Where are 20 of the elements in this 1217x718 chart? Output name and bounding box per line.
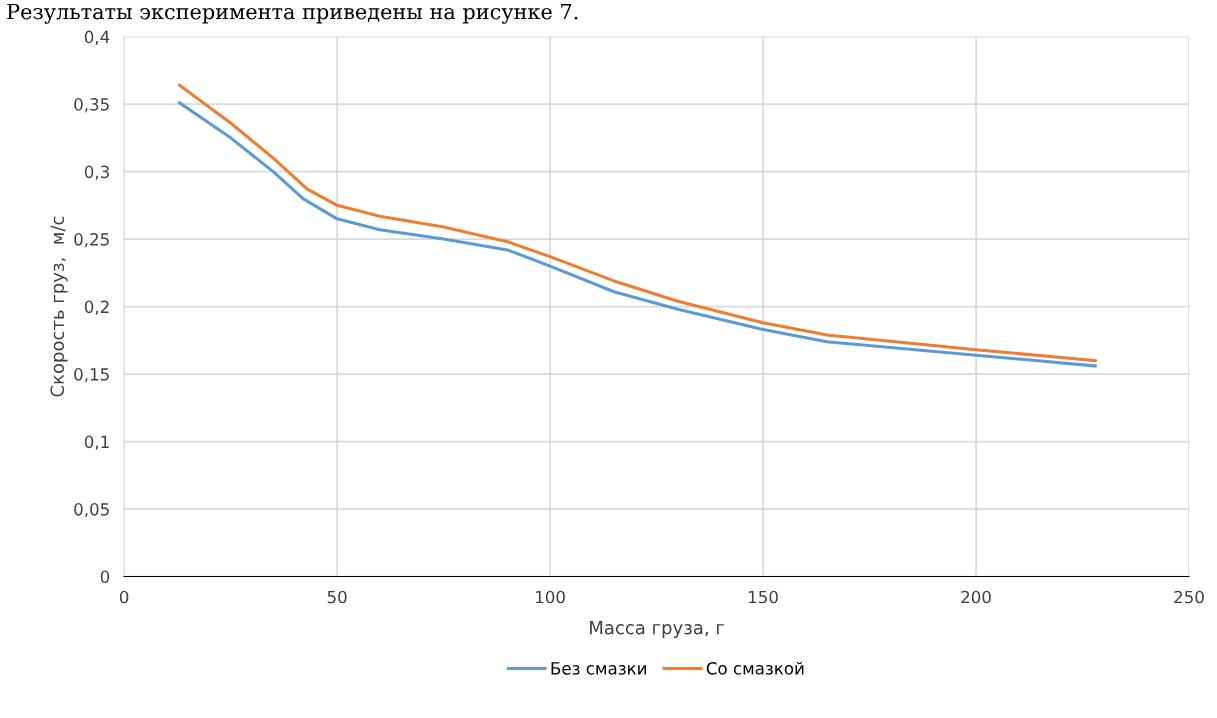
x-tick-label: 200 bbox=[961, 590, 991, 604]
y-tick-label: 0,05 bbox=[74, 503, 109, 518]
x-tick-label: 50 bbox=[327, 590, 347, 604]
x-tick-label: 0 bbox=[119, 590, 129, 604]
y-tick-label: 0,3 bbox=[84, 165, 109, 180]
x-axis-title: Масса груза, г bbox=[590, 621, 724, 638]
y-tick-label: 0,1 bbox=[84, 435, 109, 450]
x-tick-label: 100 bbox=[536, 590, 565, 604]
y-axis-title: Скорость груз, м/с bbox=[50, 216, 68, 397]
y-tick-label: 0,35 bbox=[74, 98, 109, 113]
x-tick-label: 150 bbox=[748, 590, 778, 604]
y-tick-label: 0,25 bbox=[74, 233, 109, 248]
x-tick-label: 250 bbox=[1174, 590, 1204, 604]
y-tick-label: 0,4 bbox=[84, 30, 110, 45]
text: Результаты эксперимента приведены на рисунке 7. bbox=[7, 3, 578, 24]
y-tick-label: 0 bbox=[100, 570, 110, 584]
y-tick-label: 0,2 bbox=[84, 300, 109, 315]
y-tick-label: 0,15 bbox=[74, 368, 109, 383]
legend-label: Без смазки bbox=[551, 662, 646, 675]
legend-label: Со смазкой bbox=[706, 661, 804, 675]
